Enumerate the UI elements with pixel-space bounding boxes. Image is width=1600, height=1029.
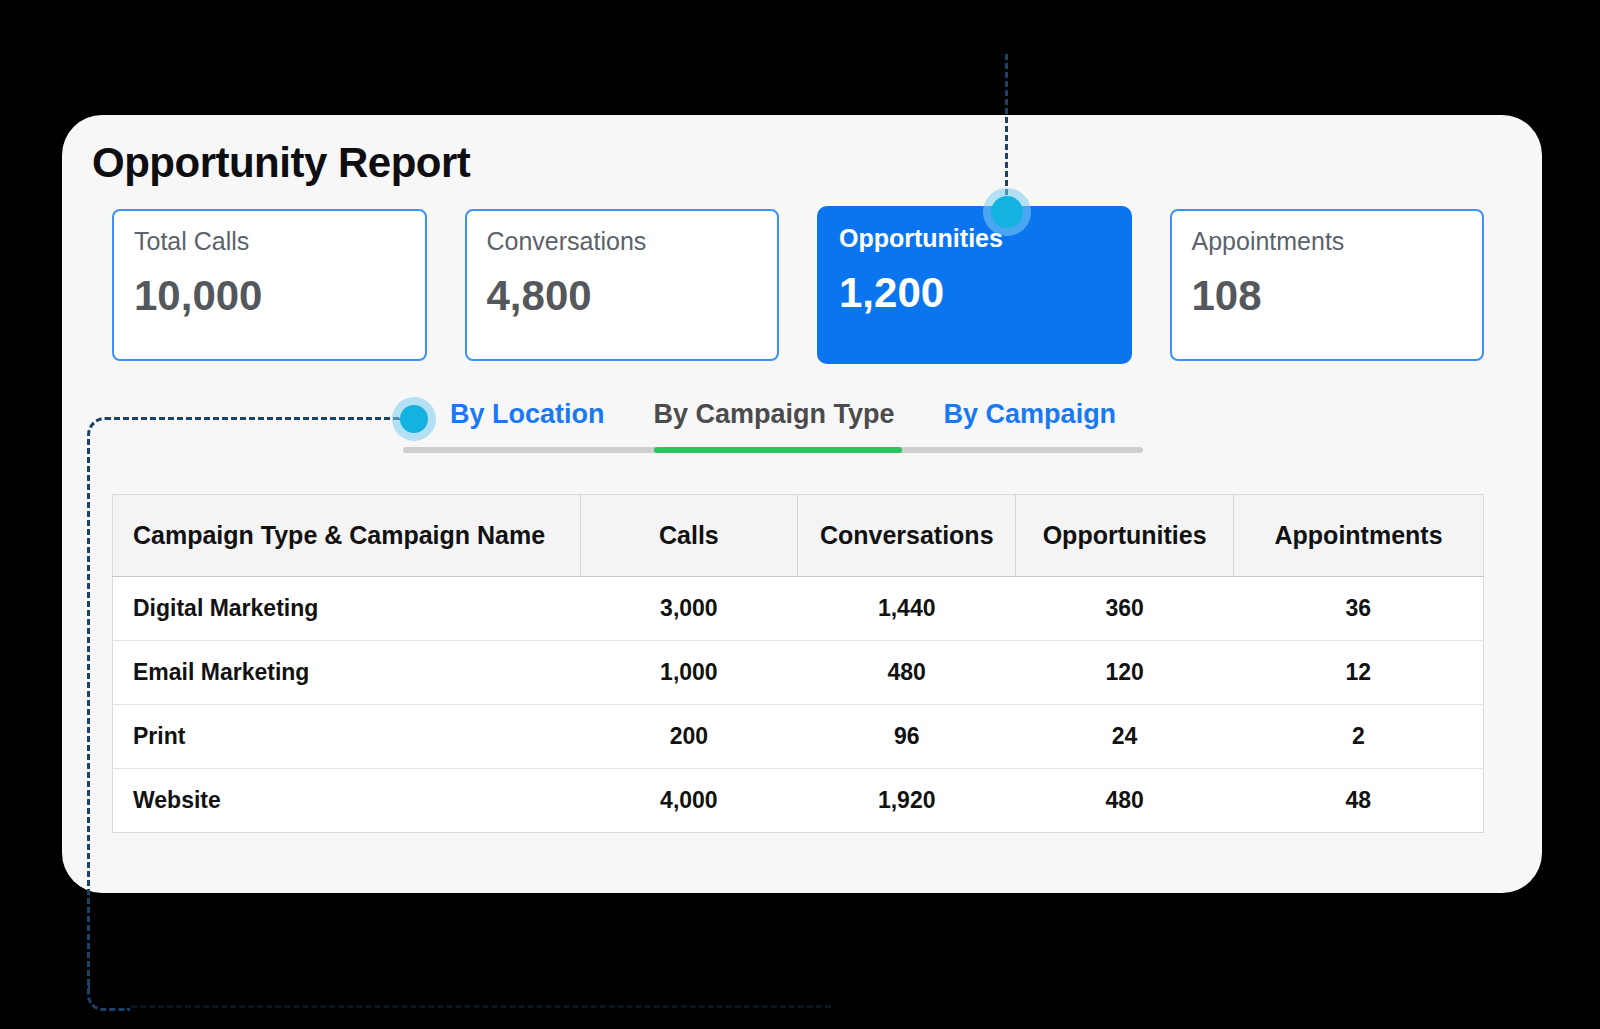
screenshot-stage: Opportunity Report Total Calls 10,000 Conv… <box>0 0 1600 1029</box>
tabs-row: By Location By Campaign Type By Campaign <box>450 399 1116 430</box>
cell-appointments: 2 <box>1234 705 1484 769</box>
cell-calls: 200 <box>580 705 798 769</box>
cell-calls: 3,000 <box>580 577 798 641</box>
stat-value: 108 <box>1192 272 1463 320</box>
tab-by-campaign-type[interactable]: By Campaign Type <box>654 399 895 430</box>
connector-dot-opportunities <box>991 196 1023 228</box>
stat-card-appointments[interactable]: Appointments 108 <box>1170 209 1485 361</box>
stat-label: Opportunities <box>839 224 1110 253</box>
connector-line-top <box>1005 54 1008 204</box>
stat-value: 1,200 <box>839 269 1110 317</box>
stat-card-opportunities[interactable]: Opportunities 1,200 <box>817 206 1132 364</box>
column-header-opportunities: Opportunities <box>1016 495 1234 577</box>
column-header-appointments: Appointments <box>1234 495 1484 577</box>
stat-card-total-calls[interactable]: Total Calls 10,000 <box>112 209 427 361</box>
tab-by-campaign[interactable]: By Campaign <box>944 399 1117 430</box>
cell-opportunities: 120 <box>1016 641 1234 705</box>
connector-line-bottom-faint <box>131 1005 831 1008</box>
tab-by-location[interactable]: By Location <box>450 399 605 430</box>
active-tab-indicator <box>654 447 902 453</box>
stat-label: Total Calls <box>134 227 405 256</box>
cell-conversations: 1,440 <box>798 577 1016 641</box>
cell-calls: 4,000 <box>580 769 798 833</box>
page-title: Opportunity Report <box>92 139 470 187</box>
column-header-calls: Calls <box>580 495 798 577</box>
stat-value: 10,000 <box>134 272 405 320</box>
column-header-conversations: Conversations <box>798 495 1016 577</box>
cell-opportunities: 480 <box>1016 769 1234 833</box>
cell-opportunities: 360 <box>1016 577 1234 641</box>
tab-track <box>403 447 1143 453</box>
stat-label: Conversations <box>487 227 758 256</box>
cell-conversations: 96 <box>798 705 1016 769</box>
stat-card-conversations[interactable]: Conversations 4,800 <box>465 209 780 361</box>
cell-opportunities: 24 <box>1016 705 1234 769</box>
cell-appointments: 12 <box>1234 641 1484 705</box>
connector-dot-by-location <box>400 405 428 433</box>
stat-value: 4,800 <box>487 272 758 320</box>
cell-conversations: 1,920 <box>798 769 1016 833</box>
stat-cards-row: Total Calls 10,000 Conversations 4,800 Oppor… <box>112 209 1484 367</box>
cell-appointments: 36 <box>1234 577 1484 641</box>
cell-appointments: 48 <box>1234 769 1484 833</box>
connector-line-left <box>87 417 402 990</box>
cell-conversations: 480 <box>798 641 1016 705</box>
connector-line-bottom-corner <box>87 985 130 1011</box>
stat-label: Appointments <box>1192 227 1463 256</box>
cell-calls: 1,000 <box>580 641 798 705</box>
